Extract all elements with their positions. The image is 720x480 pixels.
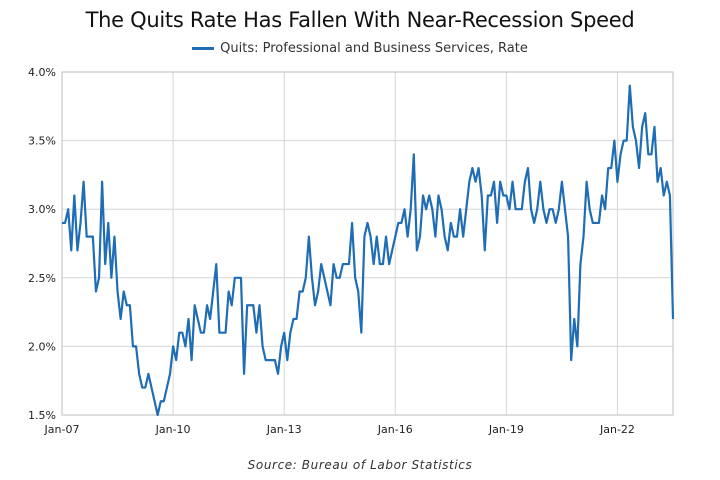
series-line xyxy=(62,84,675,417)
x-tick-label: Jan-22 xyxy=(599,423,635,436)
y-tick-label: 1.5% xyxy=(28,409,56,422)
x-tick-label: Jan-07 xyxy=(44,423,80,436)
y-tick-label: 2.0% xyxy=(28,340,56,353)
source-note: Source: Bureau of Labor Statistics xyxy=(247,458,473,472)
x-tick-label: Jan-16 xyxy=(377,423,413,436)
y-tick-label: 3.0% xyxy=(28,203,56,216)
y-tick-label: 2.5% xyxy=(28,272,56,285)
y-tick-label: 4.0% xyxy=(28,66,56,79)
x-tick-label: Jan-10 xyxy=(155,423,191,436)
legend-swatch xyxy=(192,47,215,50)
x-tick-label: Jan-13 xyxy=(266,423,302,436)
legend: Quits: Professional and Business Service… xyxy=(0,41,720,56)
plot-border xyxy=(61,71,674,416)
y-tick-label: 3.5% xyxy=(28,135,56,148)
chart-title: The Quits Rate Has Fallen With Near-Rece… xyxy=(85,8,635,32)
x-tick-label: Jan-19 xyxy=(488,423,524,436)
legend-label: Quits: Professional and Business Service… xyxy=(220,41,528,56)
